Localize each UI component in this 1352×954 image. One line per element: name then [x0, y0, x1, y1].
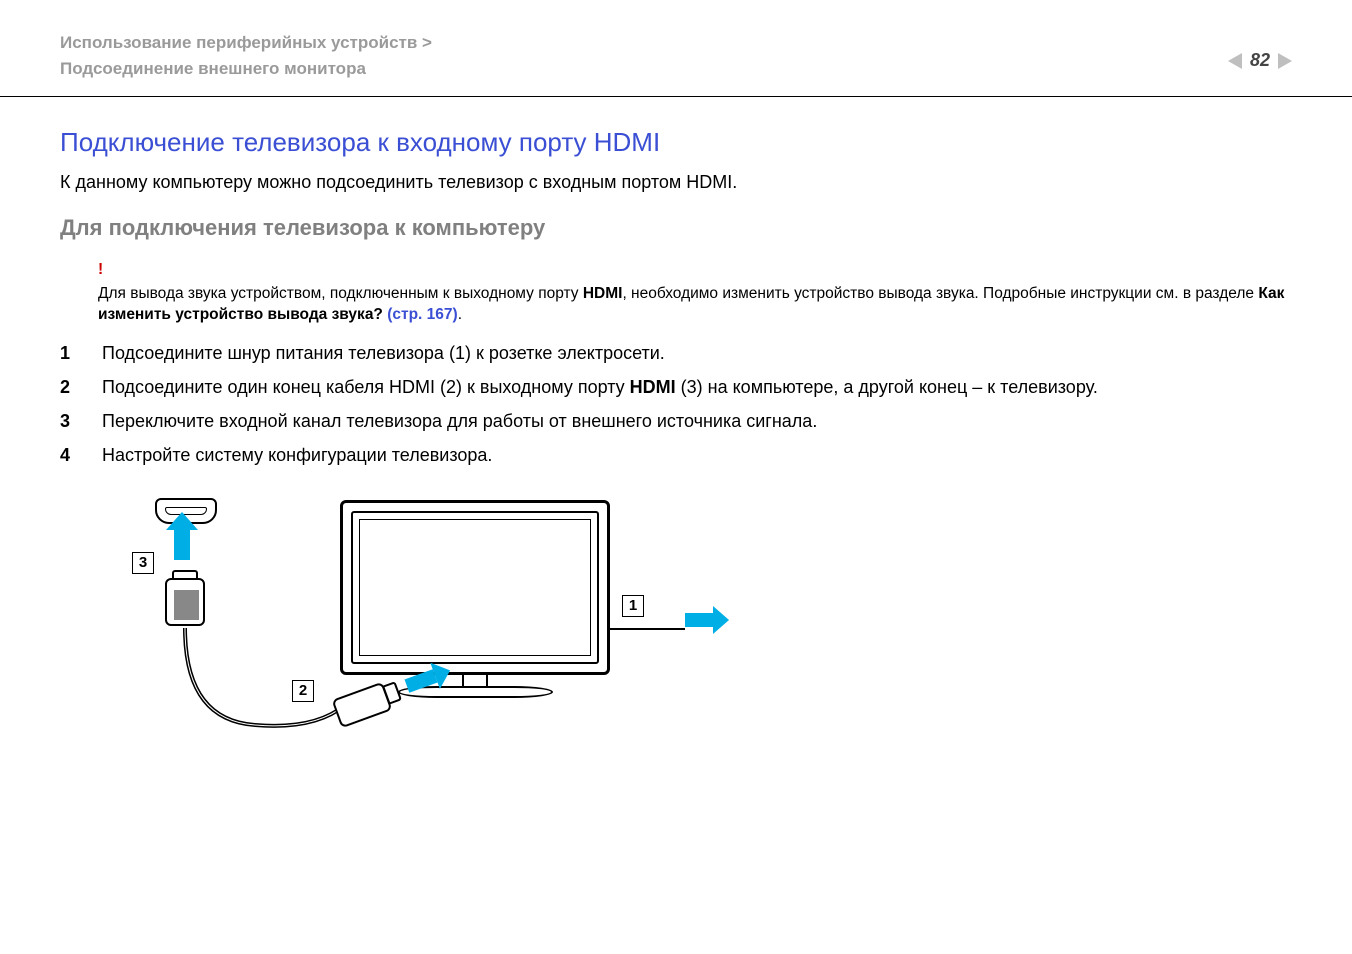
callout-1: 1 [622, 595, 644, 617]
steps-list: Подсоедините шнур питания телевизора (1)… [60, 340, 1292, 470]
page-navigation: 82 [1228, 50, 1292, 71]
tv-screen [359, 519, 591, 656]
warning-link[interactable]: (стр. 167) [383, 306, 458, 323]
breadcrumb-line-2: Подсоединение внешнего монитора [60, 56, 432, 82]
page-header: Использование периферийных устройств > П… [0, 0, 1352, 96]
page-number: 82 [1250, 50, 1270, 71]
sub-heading: Для подключения телевизора к компьютеру [60, 215, 1292, 241]
warning-text-post: . [458, 306, 462, 323]
breadcrumb-line-1: Использование периферийных устройств > [60, 30, 432, 56]
warning-text-mid: , необходимо изменить устройство вывода … [622, 285, 1258, 302]
intro-text: К данному компьютеру можно подсоединить … [60, 172, 1292, 193]
power-cord-line [610, 628, 685, 630]
tv-bezel [351, 511, 599, 664]
tv-icon [340, 500, 610, 675]
step-4: Настройте систему конфигурации телевизор… [60, 442, 1292, 470]
hdmi-plug-top-grip [170, 590, 175, 620]
callout-3: 3 [132, 552, 154, 574]
step-2-post: (3) на компьютере, а другой конец – к те… [676, 377, 1098, 397]
step-2: Подсоедините один конец кабеля HDMI (2) … [60, 374, 1292, 402]
connection-diagram: 1 3 2 [100, 490, 720, 770]
hdmi-insert-arrow-icon [174, 528, 190, 560]
step-1-text: Подсоедините шнур питания телевизора (1)… [102, 343, 665, 363]
step-1: Подсоедините шнур питания телевизора (1)… [60, 340, 1292, 368]
step-4-text: Настройте систему конфигурации телевизор… [102, 445, 492, 465]
prev-page-arrow-icon[interactable] [1228, 53, 1242, 69]
warning-text-pre: Для вывода звука устройством, подключенн… [98, 285, 583, 302]
next-page-arrow-icon[interactable] [1278, 53, 1292, 69]
step-2-pre: Подсоедините один конец кабеля HDMI (2) … [102, 377, 630, 397]
warning-icon: ! [98, 259, 1292, 281]
page-content: Подключение телевизора к входному порту … [0, 97, 1352, 770]
step-3-text: Переключите входной канал телевизора для… [102, 411, 817, 431]
warning-bold-1: HDMI [583, 285, 623, 302]
step-2-bold: HDMI [630, 377, 676, 397]
page-title: Подключение телевизора к входному порту … [60, 127, 1292, 158]
callout-2: 2 [292, 680, 314, 702]
power-arrow-icon [685, 613, 713, 627]
step-3: Переключите входной канал телевизора для… [60, 408, 1292, 436]
breadcrumb: Использование периферийных устройств > П… [60, 30, 432, 81]
warning-block: ! Для вывода звука устройством, подключе… [98, 259, 1292, 326]
